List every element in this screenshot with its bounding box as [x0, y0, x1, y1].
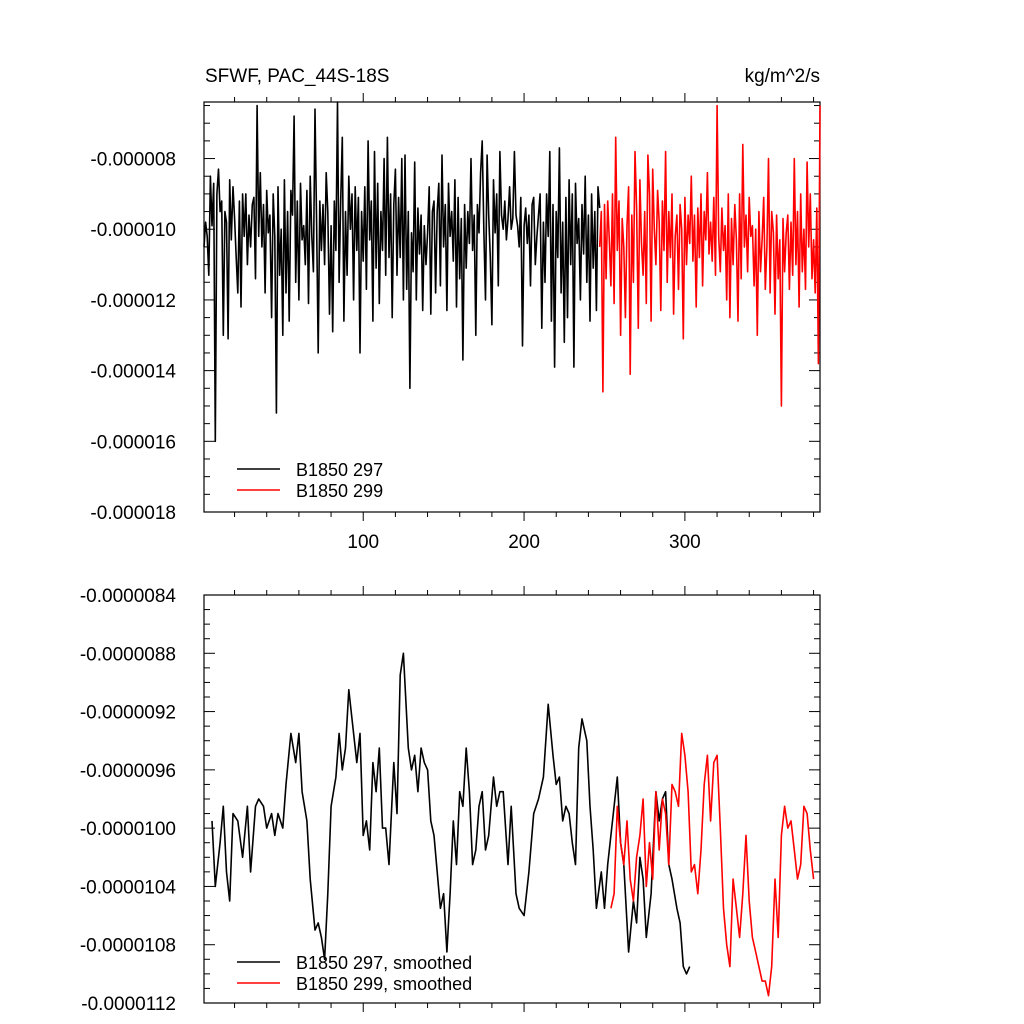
- bottom-series-line-299: [610, 732, 815, 997]
- top-y-tick-label: -0.000012: [90, 291, 176, 312]
- top-y-tick-label: -0.000014: [90, 362, 176, 383]
- bottom-legend-label-297: B1850 297, smoothed: [296, 953, 472, 973]
- top-x-tick-label: 300: [669, 532, 701, 553]
- top-panel-units: kg/m^2/s: [745, 66, 820, 87]
- top-legend-label-299: B1850 299: [296, 481, 383, 501]
- bottom-legend: B1850 297, smoothed B1850 299, smoothed: [237, 953, 472, 994]
- top-x-tick-label: 200: [508, 532, 540, 553]
- top-panel-title: SFWF, PAC_44S-18S: [205, 66, 389, 87]
- bottom-legend-label-299: B1850 299, smoothed: [296, 974, 472, 994]
- top-legend: B1850 297 B1850 299: [237, 460, 383, 501]
- top-x-tick-label: 100: [347, 532, 379, 553]
- top-legend-label-297: B1850 297: [296, 460, 383, 480]
- top-frame: [203, 101, 821, 513]
- bottom-plot-area: -0.0000112 -0.0000108 -0.0000104 -0.0000100…: [80, 586, 821, 1015]
- bottom-y-tick-label: -0.0000104: [80, 877, 177, 898]
- bottom-y-tick-label: -0.0000112: [81, 994, 176, 1015]
- bottom-series-line-297: [211, 652, 691, 975]
- top-plot-area: 100 200 300 -0.000018 -0.000016 -0.000014 -0.0…: [90, 93, 821, 553]
- bottom-y-tick-label: -0.0000088: [80, 644, 176, 665]
- top-y-tick-label: -0.000008: [90, 150, 176, 171]
- top-y-tick-label: -0.000018: [90, 503, 176, 524]
- bottom-y-tick-label: -0.0000108: [80, 936, 176, 957]
- bottom-panel: -0.0000112 -0.0000108 -0.0000104 -0.0000100…: [80, 586, 821, 1015]
- top-series-line-297: [203, 101, 601, 443]
- top-series-line-299: [598, 104, 821, 407]
- top-y-tick-label: -0.000016: [90, 432, 176, 453]
- bottom-y-tick-label: -0.0000084: [80, 586, 177, 607]
- top-panel: SFWF, PAC_44S-18S kg/m^2/s 100 200 300 -0.0…: [90, 66, 821, 553]
- bottom-y-tick-label: -0.0000092: [80, 703, 176, 724]
- bottom-y-tick-label: -0.0000096: [80, 761, 176, 782]
- bottom-y-tick-label: -0.0000100: [80, 819, 176, 840]
- top-y-tick-label: -0.000010: [90, 220, 176, 241]
